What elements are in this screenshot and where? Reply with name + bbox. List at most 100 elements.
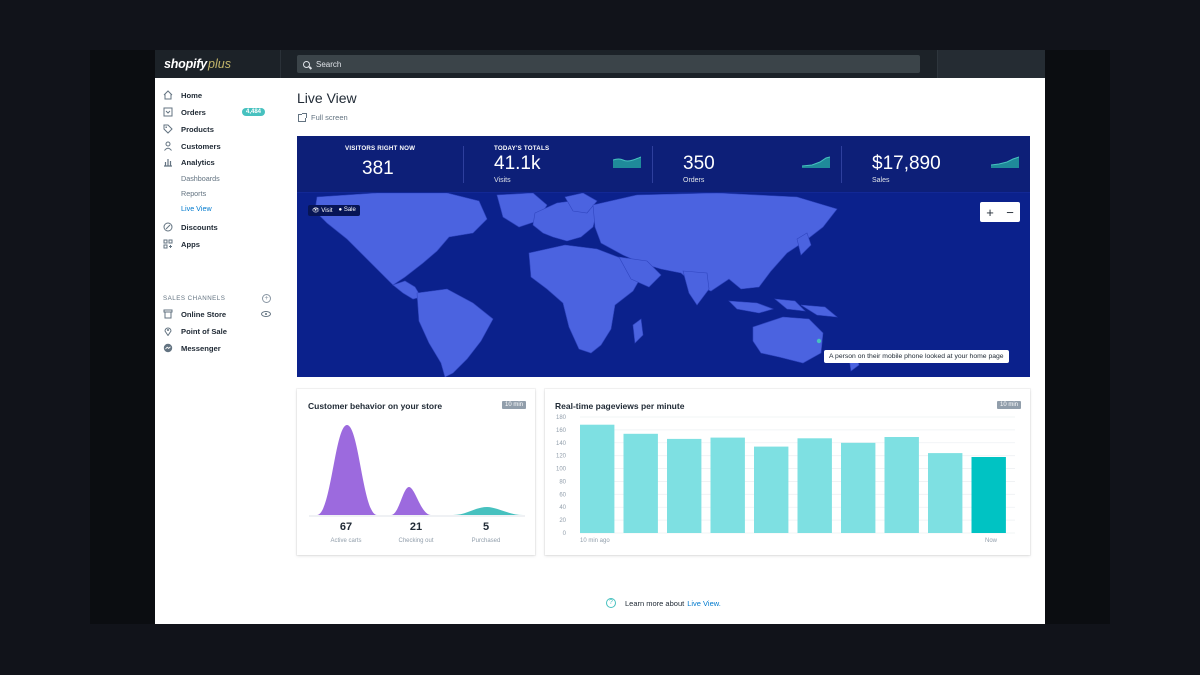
sidebar-item-apps[interactable]: Apps bbox=[163, 237, 273, 251]
visits-sparkline bbox=[613, 156, 641, 168]
purchased-curve bbox=[453, 507, 523, 515]
sidebar-item-messenger[interactable]: Messenger bbox=[163, 341, 273, 355]
visits-label: Visits bbox=[494, 177, 511, 184]
sidebar-sub-reports[interactable]: Reports bbox=[181, 189, 207, 198]
pageviews-card: Real-time pageviews per minute 10 min 0 2… bbox=[545, 389, 1030, 555]
visitors-now-stat: VISITORS RIGHT NOW 381 bbox=[297, 136, 463, 193]
eye-icon[interactable] bbox=[261, 311, 271, 317]
sidebar-item-label: Orders bbox=[181, 107, 206, 117]
sales-channels-heading: SALES CHANNELS bbox=[163, 295, 226, 302]
active-carts-label: Active carts bbox=[330, 538, 362, 544]
sidebar-item-label: Messenger bbox=[181, 343, 221, 353]
full-screen-link[interactable]: Full screen bbox=[298, 112, 348, 122]
sidebar-item-label: Point of Sale bbox=[181, 326, 227, 336]
y-tick-label: 60 bbox=[559, 492, 566, 498]
pageviews-bar bbox=[754, 446, 789, 533]
sidebar-item-products[interactable]: Products bbox=[163, 122, 273, 136]
store-icon bbox=[163, 309, 173, 319]
visitors-now-value: 381 bbox=[362, 158, 394, 179]
bar-chart-icon bbox=[163, 157, 173, 167]
sidebar-item-label: Customers bbox=[181, 141, 221, 151]
sidebar-item-home[interactable]: Home bbox=[163, 88, 273, 102]
time-range-pill[interactable]: 10 min bbox=[997, 401, 1022, 409]
y-tick-label: 100 bbox=[556, 467, 567, 473]
y-tick-label: 120 bbox=[556, 454, 567, 460]
learn-more-text: Learn more about bbox=[625, 598, 685, 608]
orders-sparkline bbox=[802, 156, 830, 168]
search-icon bbox=[303, 60, 310, 68]
page-title: Live View bbox=[297, 90, 357, 106]
app-window: shopify plus Search Home Orders 4,484 bbox=[155, 50, 1045, 624]
zoom-out-button[interactable]: − bbox=[1006, 204, 1014, 220]
map-legend: 👁 Visit ● Sale bbox=[308, 205, 360, 216]
pageviews-bar bbox=[710, 437, 745, 533]
y-tick-label: 140 bbox=[556, 441, 567, 447]
visits-stat: TODAY'S TOTALS 41.1k Visits bbox=[494, 136, 644, 193]
visitors-now-label: VISITORS RIGHT NOW bbox=[345, 145, 416, 152]
search-placeholder: Search bbox=[316, 59, 342, 69]
active-carts-value: 67 bbox=[339, 521, 353, 533]
time-range-pill[interactable]: 10 min bbox=[502, 401, 527, 409]
sidebar-item-online-store[interactable]: Online Store bbox=[163, 307, 273, 321]
sidebar-item-customers[interactable]: Customers bbox=[163, 139, 273, 153]
x-axis-end-label: Now bbox=[985, 538, 998, 544]
messenger-icon bbox=[163, 343, 173, 353]
sidebar-item-label: Online Store bbox=[181, 309, 227, 319]
sidebar-item-label: Products bbox=[181, 124, 214, 134]
apps-icon bbox=[163, 239, 173, 249]
checking-out-curve bbox=[391, 487, 431, 515]
discount-icon bbox=[163, 222, 173, 232]
live-stats-bar: VISITORS RIGHT NOW 381 TODAY'S TOTALS 41… bbox=[297, 136, 1030, 193]
stat-divider bbox=[463, 146, 464, 183]
account-menu[interactable] bbox=[937, 50, 1045, 78]
checking-out-label: Checking out bbox=[398, 538, 434, 544]
pageviews-bar bbox=[667, 438, 702, 533]
visits-value: 41.1k bbox=[494, 153, 541, 174]
sidebar-item-label: Apps bbox=[181, 239, 200, 249]
orders-stat: 350 Orders bbox=[683, 136, 813, 193]
top-bar: shopify plus Search bbox=[155, 50, 1045, 78]
orders-count-badge: 4,484 bbox=[241, 108, 265, 116]
sidebar-item-point-of-sale[interactable]: Point of Sale bbox=[163, 324, 273, 338]
live-view-link[interactable]: Live View. bbox=[687, 598, 721, 608]
pageviews-bar bbox=[797, 438, 832, 533]
y-tick-label: 0 bbox=[563, 531, 567, 537]
world-map[interactable] bbox=[297, 193, 1030, 377]
y-tick-label: 40 bbox=[559, 505, 566, 511]
pageviews-bar bbox=[928, 453, 963, 533]
sidebar-sub-live-view[interactable]: Live View bbox=[181, 204, 212, 213]
sidebar-item-analytics[interactable]: Analytics bbox=[163, 155, 273, 169]
y-tick-label: 20 bbox=[559, 518, 566, 524]
customer-behavior-card: Customer behavior on your store 10 min 6… bbox=[297, 389, 535, 555]
y-tick-label: 160 bbox=[556, 428, 567, 434]
person-icon bbox=[163, 141, 173, 151]
search-input[interactable]: Search bbox=[297, 55, 920, 73]
add-channel-icon[interactable]: + bbox=[262, 294, 271, 303]
live-view-panel: VISITORS RIGHT NOW 381 TODAY'S TOTALS 41… bbox=[297, 136, 1030, 377]
orders-label: Orders bbox=[683, 177, 705, 184]
pageviews-bar bbox=[580, 424, 615, 533]
tag-icon bbox=[163, 124, 173, 134]
pageviews-bar bbox=[884, 437, 919, 533]
y-tick-label: 80 bbox=[559, 479, 566, 485]
map-zoom-controls: + − bbox=[980, 202, 1020, 222]
sales-value: $17,890 bbox=[872, 153, 941, 174]
brand-logo[interactable]: shopify plus bbox=[155, 50, 281, 78]
y-tick-label: 180 bbox=[556, 415, 567, 421]
sidebar-item-label: Discounts bbox=[181, 222, 218, 232]
legend-sale: ● Sale bbox=[338, 207, 356, 213]
sidebar-item-orders[interactable]: Orders 4,484 bbox=[163, 105, 273, 119]
active-carts-curve bbox=[317, 425, 377, 515]
help-icon: ? bbox=[606, 598, 616, 608]
behavior-curves bbox=[309, 425, 525, 517]
todays-totals-label: TODAY'S TOTALS bbox=[494, 145, 550, 152]
zoom-in-button[interactable]: + bbox=[986, 204, 994, 220]
sidebar-sub-dashboards[interactable]: Dashboards bbox=[181, 174, 220, 183]
brand-suffix: plus bbox=[208, 57, 231, 71]
checking-out-value: 21 bbox=[409, 521, 423, 533]
purchased-label: Purchased bbox=[471, 538, 501, 544]
sidebar-item-discounts[interactable]: Discounts bbox=[163, 220, 273, 234]
orders-value: 350 bbox=[683, 153, 715, 174]
external-link-icon bbox=[298, 112, 307, 122]
x-axis-start-label: 10 min ago bbox=[580, 538, 610, 544]
